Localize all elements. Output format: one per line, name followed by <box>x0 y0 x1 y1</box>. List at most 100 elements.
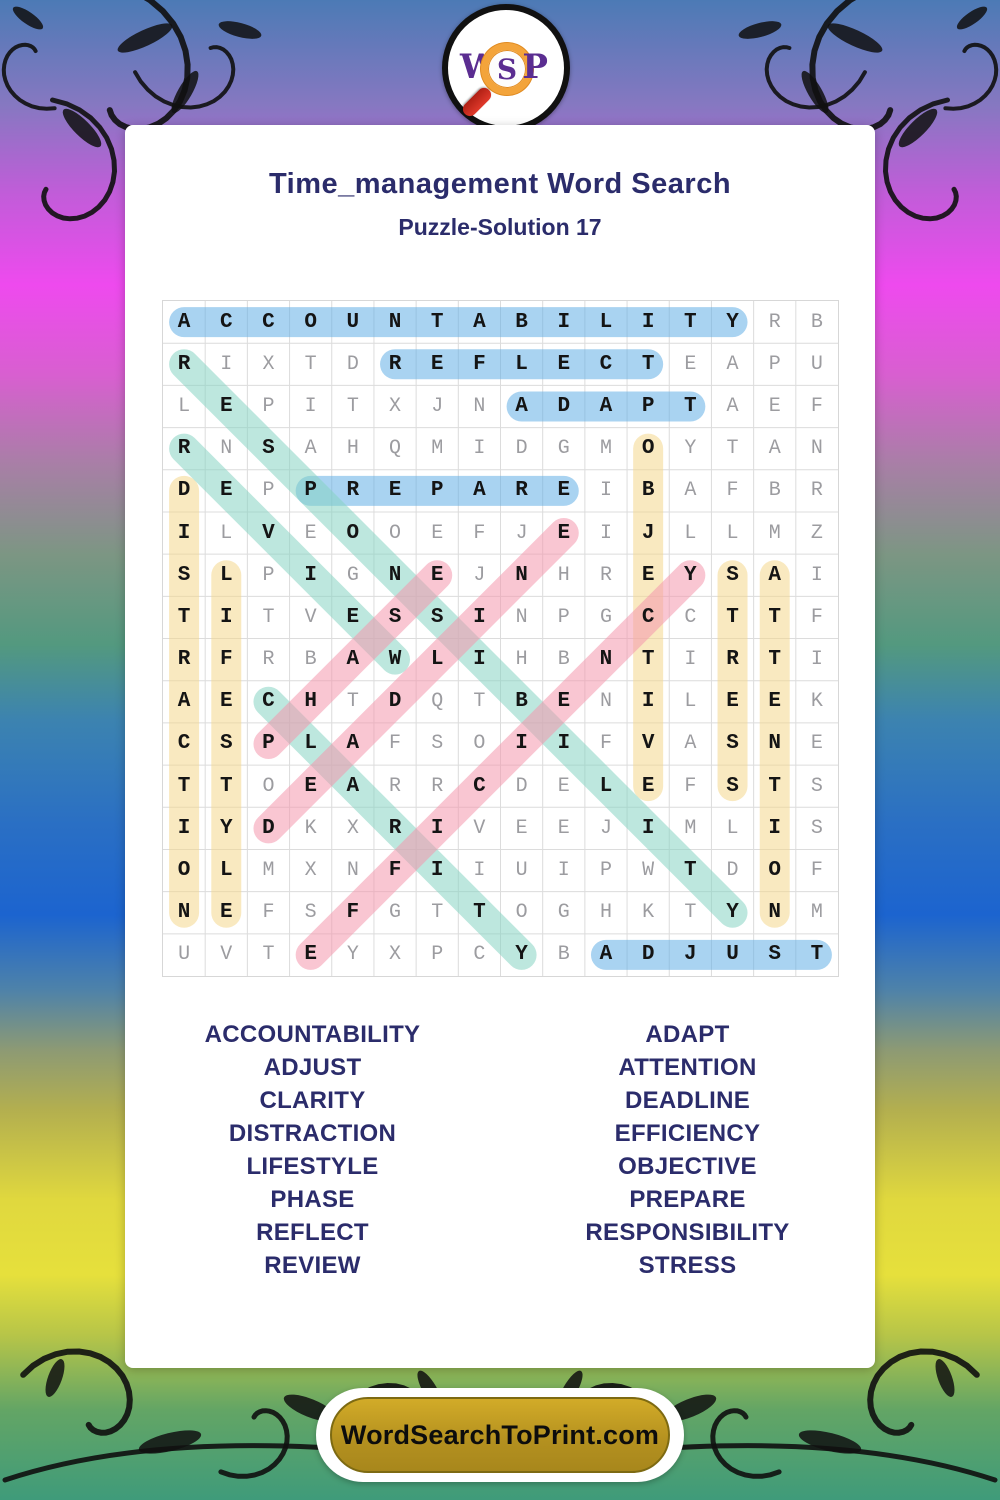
grid-cell: B <box>810 310 823 334</box>
grid-cell: N <box>599 690 612 714</box>
grid-cell: Y <box>219 816 233 840</box>
flourish-leaf <box>171 70 199 114</box>
grid-cell: C <box>262 690 275 714</box>
grid-cell: G <box>346 563 359 587</box>
grid-cell: R <box>726 648 739 672</box>
logo-letter-p: P <box>522 47 548 87</box>
grid-cell: Y <box>726 310 739 334</box>
grid-cell: R <box>346 479 360 503</box>
grid-cell: E <box>219 690 233 714</box>
word-list-right: ADAPT ATTENTION DEADLINE EFFICIENCY OBJECTIV… <box>500 1018 875 1282</box>
footer-site-label: WordSearchToPrint.com <box>340 1419 660 1450</box>
grid-cell: L <box>684 521 697 545</box>
grid-cell: I <box>768 816 782 840</box>
grid-cell: M <box>810 901 823 925</box>
grid-cell: T <box>684 901 697 925</box>
word-list-item: ADJUST <box>263 1054 362 1081</box>
grid-cell: N <box>388 563 402 587</box>
grid-cell: B <box>515 690 528 714</box>
flourish-curl <box>41 97 118 222</box>
grid-cell: M <box>431 437 444 461</box>
grid-cell: E <box>768 394 781 418</box>
grid-cell: T <box>684 310 697 334</box>
grid-cell: E <box>768 690 782 714</box>
grid-cell: T <box>219 774 233 798</box>
grid-cell: O <box>262 774 275 798</box>
grid-cell: F <box>473 521 486 545</box>
grid-cell: B <box>304 648 317 672</box>
grid-cell: T <box>473 901 486 925</box>
grid-cell: F <box>473 352 486 376</box>
grid-cell: F <box>810 605 823 629</box>
word-list-item: CLARITY <box>259 1087 366 1114</box>
grid-cell: N <box>346 859 359 883</box>
grid-cell: I <box>599 521 612 545</box>
grid-cell: R <box>177 352 191 376</box>
grid-cell: S <box>768 943 782 967</box>
grid-cell: L <box>430 648 444 672</box>
grid-cell: O <box>304 310 317 334</box>
grid-cell: T <box>768 774 782 798</box>
grid-cell: D <box>641 943 655 967</box>
grid-cell: J <box>641 521 655 545</box>
grid-cell: Q <box>389 437 402 461</box>
grid-cell: I <box>641 816 655 840</box>
flourish-curl <box>106 0 191 133</box>
grid-cell: T <box>810 943 824 967</box>
flourish-curl <box>1 42 57 111</box>
grid-cell: D <box>515 437 528 461</box>
grid-cell: K <box>304 816 317 840</box>
word-list-item: DEADLINE <box>624 1087 751 1114</box>
grid-cell: L <box>178 394 191 418</box>
grid-cell: L <box>726 521 739 545</box>
grid-cell: S <box>810 774 823 798</box>
grid-cell: R <box>515 479 528 503</box>
grid-cell: O <box>177 859 191 883</box>
grid-cell: C <box>473 943 486 967</box>
footer-site-button[interactable]: WordSearchToPrint.com <box>316 1388 684 1482</box>
grid-cell: N <box>515 563 528 587</box>
flourish-curl <box>943 42 999 111</box>
grid-cell: O <box>473 732 486 756</box>
flourish-leaf <box>218 21 262 39</box>
flourish-leaf <box>117 23 173 53</box>
grid-cell: L <box>599 774 613 798</box>
flourish-curl <box>764 45 867 110</box>
flourish-leaf <box>898 108 938 148</box>
grid-cell: P <box>430 479 444 503</box>
grid-cell: C <box>262 310 275 334</box>
grid-cell: L <box>304 732 317 756</box>
grid-cell: C <box>177 732 191 756</box>
grid-cell: P <box>262 563 275 587</box>
grid-cell: I <box>430 859 444 883</box>
grid-cell: D <box>177 479 191 503</box>
grid-cell: T <box>262 605 275 629</box>
word-list-item: REVIEW <box>264 1252 361 1279</box>
grid-cell: Y <box>515 943 528 967</box>
puzzle-card: Time_management Word Search Puzzle-Solut… <box>125 125 875 1368</box>
word-list: ACCOUNTABILITY ADJUST CLARITY DISTRACTION LI… <box>125 1018 875 1282</box>
page-subtitle: Puzzle-Solution 17 <box>398 214 602 240</box>
grid-cell: A <box>177 310 191 334</box>
flourish-leaf <box>62 108 102 148</box>
grid-cell: N <box>515 605 528 629</box>
grid-cell: J <box>515 521 528 545</box>
grid-cell: E <box>557 690 571 714</box>
flourish-curl <box>20 1348 133 1436</box>
grid-cell: N <box>768 732 782 756</box>
grid-cell: S <box>219 732 233 756</box>
grid-cell: I <box>557 859 570 883</box>
grid-cell: N <box>473 394 486 418</box>
flourish-curl <box>133 45 236 110</box>
grid-cell: A <box>684 479 697 503</box>
grid-cell: E <box>557 774 570 798</box>
grid-cell: W <box>388 648 402 672</box>
grid-cell: S <box>726 774 739 798</box>
grid-cell: H <box>304 690 317 714</box>
grid-cell: E <box>431 521 444 545</box>
grid-cell: E <box>515 816 528 840</box>
flourish-leaf <box>738 21 782 39</box>
grid-cell: T <box>684 394 697 418</box>
grid-cell: D <box>262 816 275 840</box>
grid-cell: I <box>473 437 486 461</box>
